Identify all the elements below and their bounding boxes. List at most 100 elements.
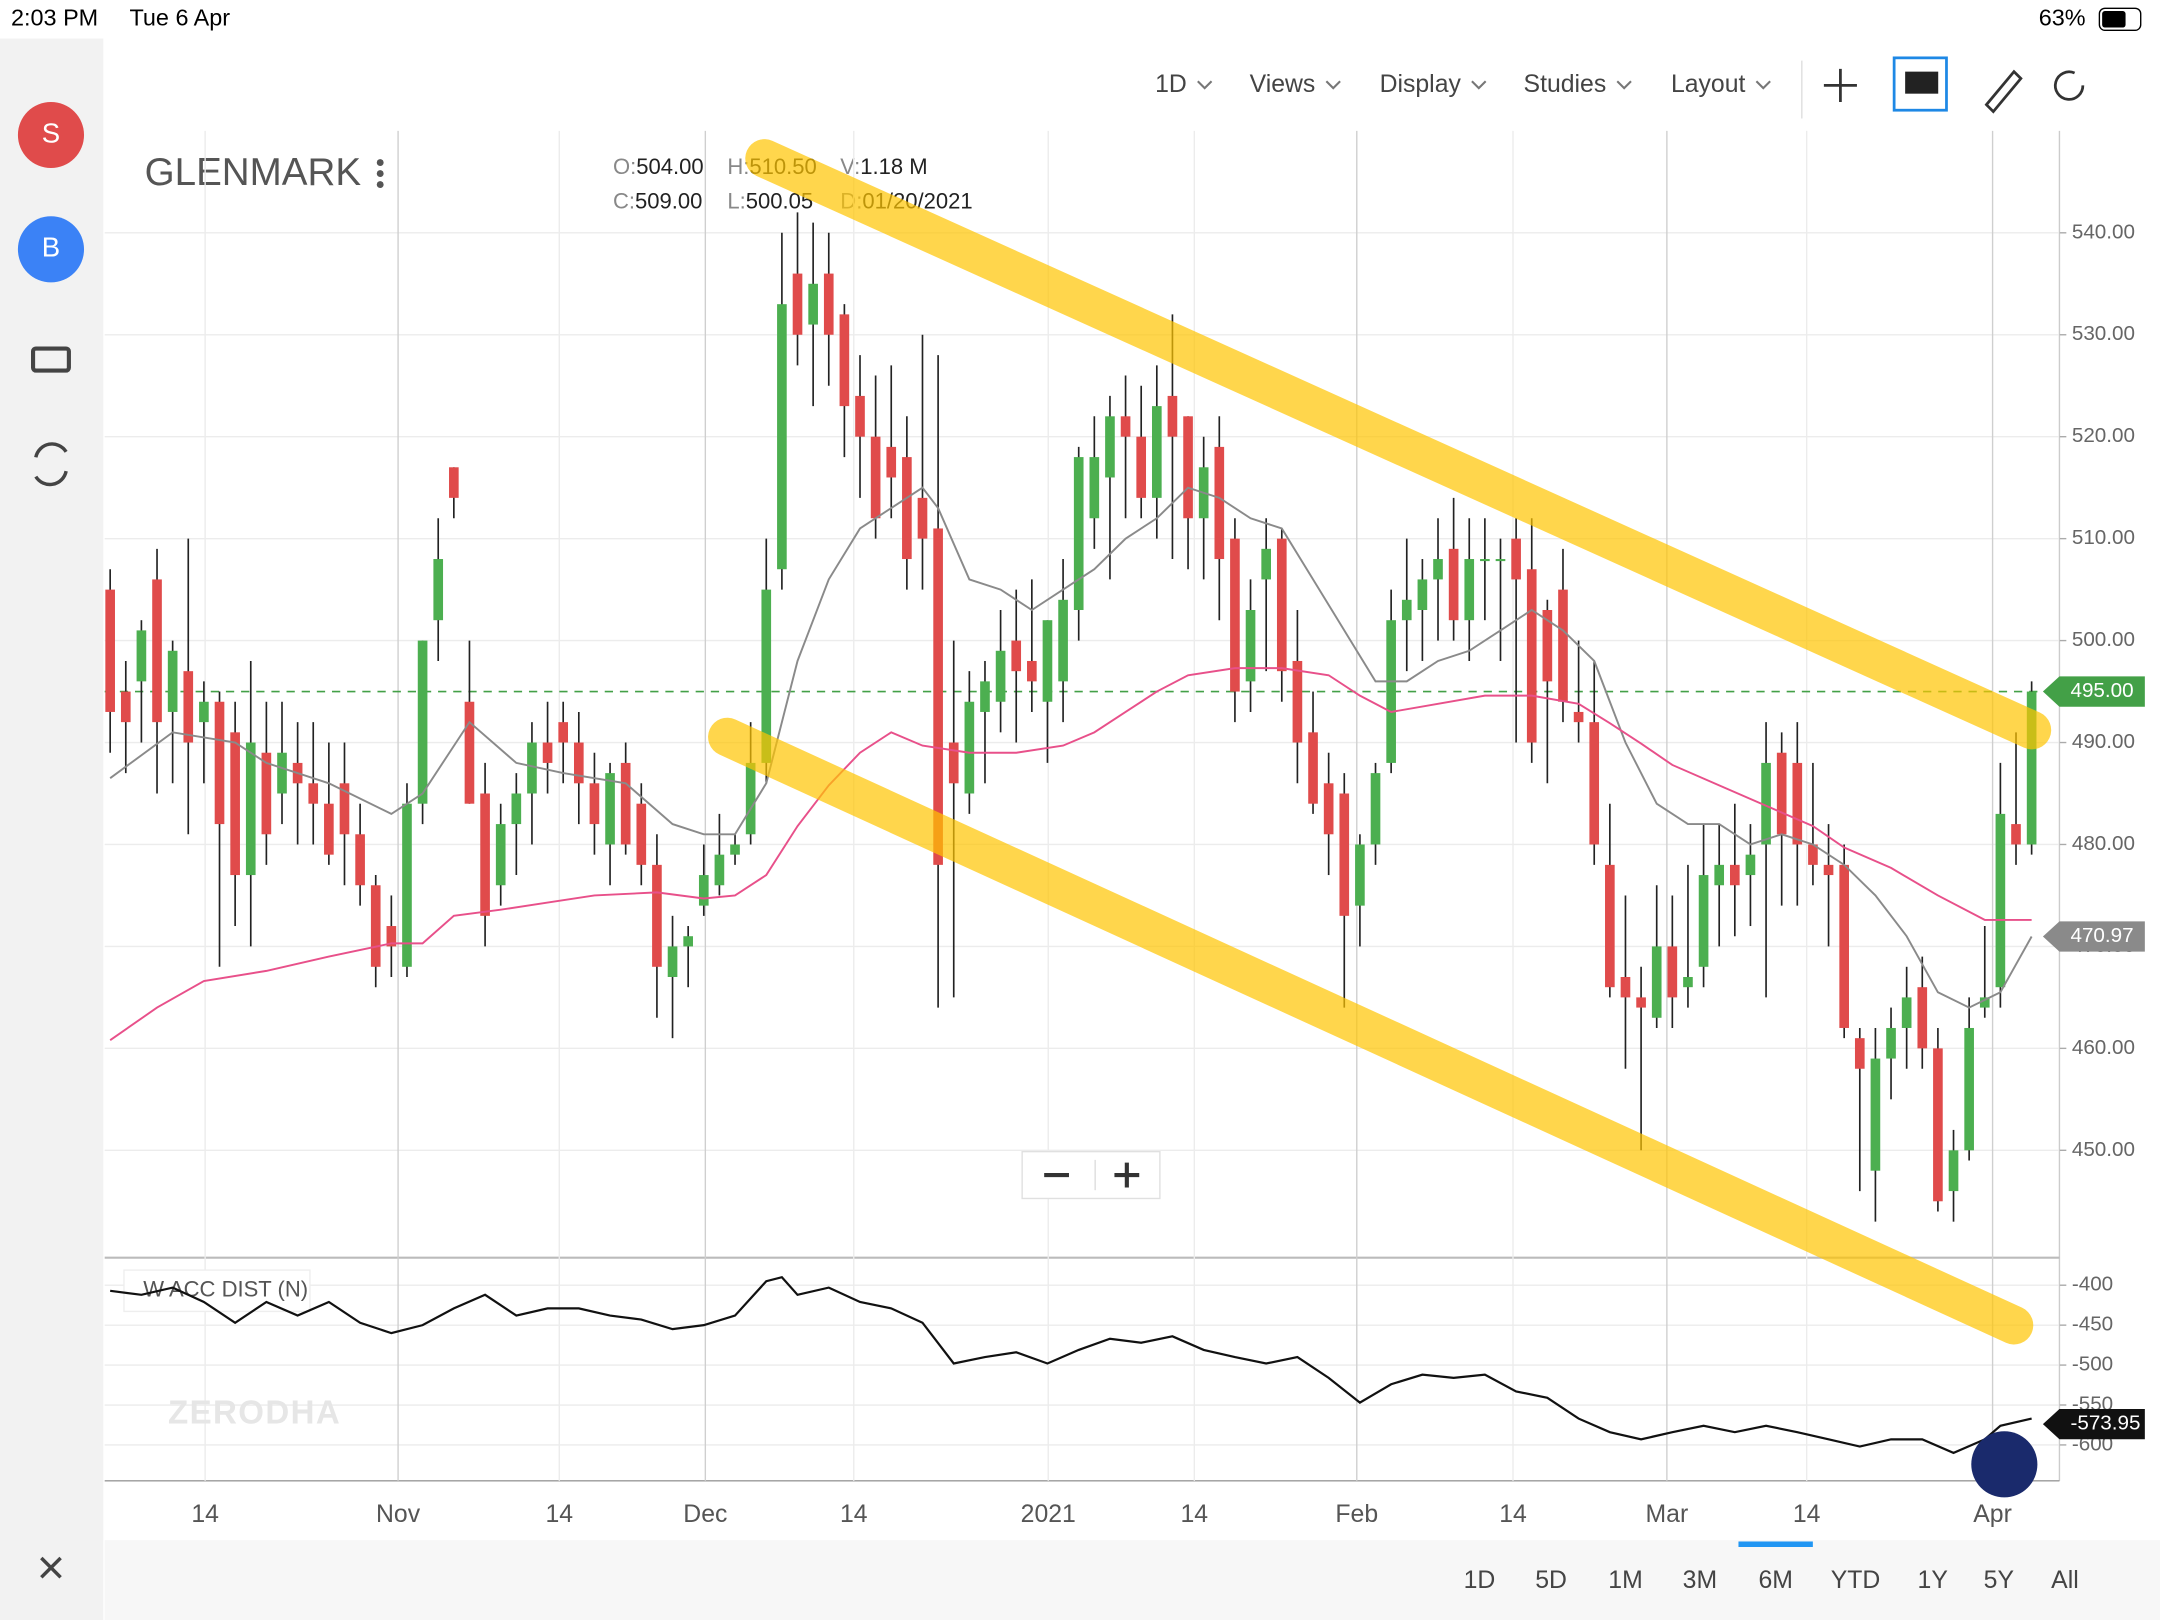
candle-body <box>1729 864 1740 886</box>
candle-body <box>1620 977 1631 998</box>
range-button[interactable]: 3M <box>1683 1567 1717 1594</box>
range-button[interactable]: 6M <box>1758 1567 1792 1594</box>
candle-body <box>964 701 975 794</box>
toolbar-menu[interactable]: 1D <box>1155 71 1187 98</box>
status-date: Tue 6 Apr <box>129 4 230 30</box>
candle-body <box>1042 620 1053 702</box>
comment-icon <box>1905 71 1939 94</box>
candle-body <box>1667 946 1678 998</box>
candle-body <box>995 650 1006 702</box>
toolbar-menu[interactable]: Layout <box>1671 71 1746 98</box>
candle-body <box>1401 599 1412 621</box>
candle-body <box>1058 599 1068 682</box>
candle-body <box>1120 416 1131 437</box>
candle-body <box>917 497 928 539</box>
candle-body <box>1761 762 1771 845</box>
indicator-line <box>110 1275 2032 1455</box>
ohlc-key: C: <box>613 188 635 213</box>
candle-body <box>855 395 865 437</box>
range-button[interactable]: 1D <box>1464 1567 1496 1594</box>
candle-body <box>745 762 756 835</box>
chevron <box>1755 80 1771 90</box>
crosshair-icon[interactable] <box>1823 68 1857 102</box>
candle-body <box>1995 813 2006 988</box>
candle-body <box>1605 864 1615 988</box>
candle-body <box>1964 1027 1974 1151</box>
candle-body <box>902 457 912 560</box>
layout-icon[interactable] <box>30 346 71 373</box>
candle-body <box>433 559 444 621</box>
ohlc-value: 509.00 <box>635 188 702 213</box>
candle-body <box>1854 1038 1865 1069</box>
account-letter[interactable]: S <box>42 117 60 148</box>
y-tick-label: 460.00 <box>2072 1036 2135 1059</box>
comment-icon-frame[interactable] <box>1892 56 1948 112</box>
candle-body <box>1448 548 1459 621</box>
toolbar-menu[interactable]: Views <box>1250 71 1316 98</box>
reset-icon[interactable] <box>2053 70 2085 101</box>
candle-body <box>1339 793 1350 916</box>
chevron <box>1616 80 1632 90</box>
siri-orb <box>1971 1431 2038 1498</box>
candle-body <box>1355 844 1365 906</box>
range-bar <box>104 1540 2160 1620</box>
x-tick-label: 14 <box>545 1501 573 1528</box>
candle-body <box>2026 691 2037 845</box>
toolbar-menu[interactable]: Display <box>1380 71 1462 98</box>
menu-dot[interactable] <box>376 181 384 189</box>
range-button[interactable]: YTD <box>1831 1567 1881 1594</box>
candle-body <box>167 650 178 712</box>
account-button[interactable] <box>17 216 85 283</box>
ohlc-key: O: <box>613 154 636 179</box>
ohlc-key: L: <box>727 188 745 213</box>
candle-body <box>2011 824 2021 845</box>
candle-body <box>1589 722 1600 845</box>
candle-body <box>1526 569 1537 743</box>
candle-body <box>839 314 850 407</box>
x-tick-label: 14 <box>191 1501 219 1528</box>
range-button[interactable]: All <box>2051 1567 2079 1594</box>
candle-body <box>1683 977 1693 988</box>
candle-body <box>1261 548 1271 580</box>
menu-dot[interactable] <box>376 170 384 178</box>
menu-dot[interactable] <box>376 159 384 166</box>
candle-body <box>1480 559 1490 562</box>
candle-body <box>1917 987 1928 1049</box>
candle-body <box>542 742 553 763</box>
candle-body <box>823 273 834 335</box>
sidebar <box>0 38 104 1620</box>
battery-icon <box>2098 7 2142 31</box>
candle-body <box>1183 416 1193 519</box>
candle-body <box>214 701 225 825</box>
candle-body <box>1464 559 1475 621</box>
range-button[interactable]: 1M <box>1608 1567 1642 1594</box>
pencil-icon[interactable] <box>1984 69 2023 114</box>
range-button[interactable]: 5D <box>1535 1567 1567 1594</box>
refresh-icon[interactable] <box>34 442 68 487</box>
account-letter[interactable]: B <box>42 232 60 263</box>
toolbar-menu[interactable]: Studies <box>1524 71 1607 98</box>
close-icon[interactable] <box>40 1556 62 1579</box>
x-tick-label: 14 <box>1181 1501 1209 1528</box>
range-button[interactable]: 5Y <box>1984 1567 2014 1594</box>
candle-body <box>933 528 943 865</box>
y-tick-label: 500.00 <box>2072 628 2135 651</box>
candle-body <box>1370 773 1381 845</box>
ohlc-value: 1.18 M <box>860 154 927 179</box>
candle-body <box>777 304 787 570</box>
candle-body <box>449 467 459 498</box>
account-button[interactable] <box>17 101 85 169</box>
zoom-buttons[interactable] <box>1044 1162 1140 1188</box>
chevron <box>1197 80 1213 90</box>
candle-body <box>808 283 818 325</box>
price-tag <box>2042 676 2145 707</box>
candle-body <box>527 742 537 794</box>
range-button[interactable]: 1Y <box>1918 1567 1948 1594</box>
candle-body <box>1151 406 1162 498</box>
candle-body <box>1792 762 1803 845</box>
price-tag <box>2042 1408 2145 1440</box>
candle-body <box>495 824 506 886</box>
candle-body <box>1823 864 1834 876</box>
y-tick-label: 540.00 <box>2072 220 2135 243</box>
price-tag <box>2042 921 2145 952</box>
